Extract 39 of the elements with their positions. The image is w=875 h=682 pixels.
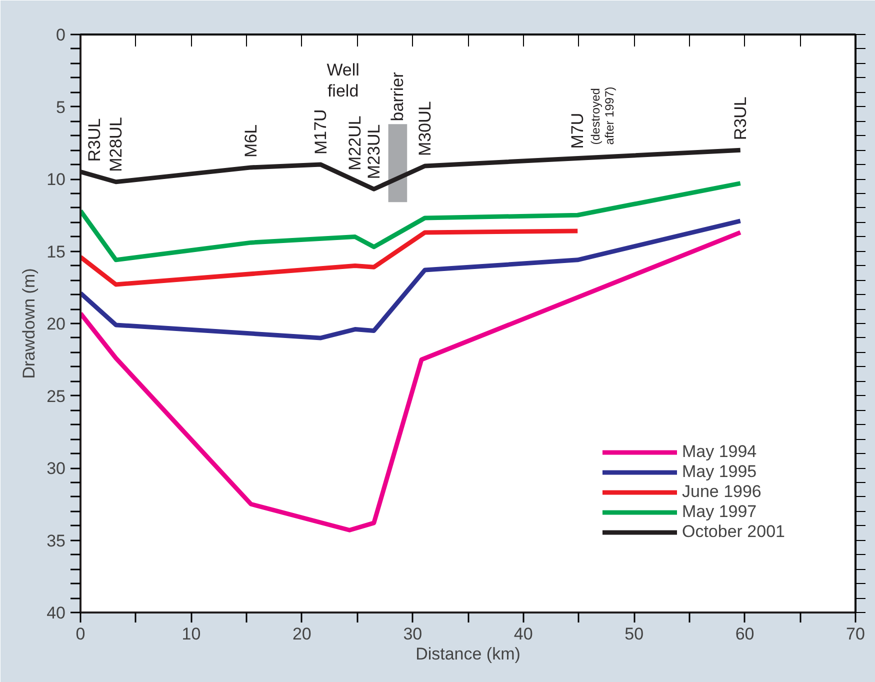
x-tick-label: 10	[182, 624, 201, 644]
line-series	[80, 181, 743, 262]
legend-label: October 2001	[682, 522, 785, 542]
annotation: (destroyed after 1997)	[588, 86, 617, 145]
x-tick-label: 0	[76, 624, 86, 644]
annotation: M28UL	[106, 117, 126, 172]
x-tick-label: 20	[292, 624, 312, 644]
y-tick-label: 35	[46, 531, 66, 550]
x-tick-label: 70	[846, 624, 865, 644]
annotation: R3UL	[85, 118, 104, 162]
y-tick-label: 10	[46, 170, 66, 189]
annotation: M6L	[242, 124, 260, 158]
y-tick-label: 15	[46, 242, 66, 262]
x-tick-label: 40	[514, 624, 533, 644]
annotation: Well field	[326, 60, 360, 100]
annotation: R3UL	[730, 96, 750, 140]
y-tick-label: 25	[46, 386, 66, 406]
x-tick-label: 60	[735, 624, 754, 644]
annotation: M30UL	[415, 101, 434, 156]
annotation: M7U	[568, 112, 588, 149]
legend-label: May 1994	[682, 442, 757, 462]
y-tick-label: 30	[46, 459, 66, 478]
y-tick-label: 0	[56, 26, 66, 44]
y-axis-title: Drawdown (m)	[20, 268, 39, 379]
y-tick-label: 5	[56, 98, 66, 117]
legend-label: June 1996	[682, 482, 762, 502]
legend-label: May 1995	[682, 462, 757, 482]
y-tick-label: 40	[46, 604, 66, 622]
x-axis-title: Distance (km)	[416, 644, 520, 664]
x-tick-label: 50	[624, 624, 644, 644]
annotation: M17U	[311, 109, 330, 155]
legend-label: May 1997	[682, 502, 757, 522]
annotation: M22UL	[346, 116, 365, 170]
line-series	[80, 228, 580, 287]
y-tick-label: 20	[46, 314, 66, 334]
annotation: M23UL	[364, 124, 384, 180]
line-series	[80, 218, 743, 340]
x-tick-label: 30	[403, 624, 422, 644]
band-label: barrier	[388, 72, 408, 122]
